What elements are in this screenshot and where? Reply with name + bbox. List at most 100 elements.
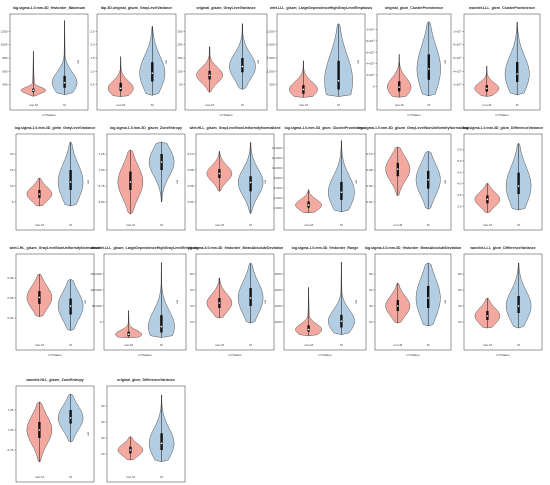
x-tick-label: M [516,103,519,107]
x-tick-label: M [337,103,340,107]
x-tick-label: M [151,103,154,107]
x-axis-label: mTStatus [219,113,233,117]
y-tick-label: 200 [177,43,182,47]
y-tick-label: 2×10⁵ [366,73,375,77]
panel-title: log.sigma.4.0.mm.3D_firstorder_MeanAbsol… [365,246,461,250]
median-point [218,172,221,175]
y-tick-label: 800 [2,56,7,60]
violin-panel-12: log.sigma.1.0.mm.3D_glcm_DifferenceVaria… [443,126,544,231]
x-tick-label: non-M [304,223,313,227]
x-tick-label: M [517,223,520,227]
x-tick-label: M [249,343,252,347]
iqr-box [69,170,72,190]
y-tick-label: 0.5 [90,83,95,87]
median-point [486,198,489,201]
violin-panel-17: log.sigma.4.0.mm.3D_firstorder_MeanAbsol… [354,246,461,357]
y-tick-label: 4×10⁵ [453,69,462,73]
y-tick-label: 400 [2,83,7,87]
panel-title: log.sigma.1.0.mm.3D_firstorder_Maximum [13,6,85,10]
median-point [427,178,430,181]
y-tick-label: 40 [190,304,194,308]
median-point [32,89,35,92]
median-point [486,87,488,90]
iqr-box [337,60,340,90]
y-tick-label: 20 [190,320,194,324]
y-tick-label: 1,000 [267,69,275,73]
y-axis-label: val [76,60,80,64]
median-point [428,68,430,70]
plot-frame [106,385,186,483]
violin-panel-15: log.sigma.3.0.mm.3D_firstorder_MeanAbsol… [175,246,283,357]
y-tick-label: 0.06 [366,184,372,188]
y-tick-label: 1500 [275,304,282,308]
median-point [208,74,211,76]
y-tick-label: 0.10 [187,152,193,156]
plot-frame [15,253,95,351]
plot-frame [9,13,89,111]
median-point [302,88,305,91]
violin-panel-20: original_glcm_DifferenceVariance 10 20 30 40… [86,378,186,483]
plot-frame [376,13,452,111]
x-axis-label: mTStatus [42,113,56,117]
iqr-box [249,176,252,192]
y-axis-label: val [263,180,267,184]
plot-frame [374,133,452,231]
y-tick-label: 50 [179,83,183,87]
violin-panel-16: log.sigma.1.0.mm.3D_firstorder_Range 1000… [263,246,367,357]
panel-title: log.sigma.1.0.mm.3D_glcm_DifferenceVaria… [463,126,544,130]
x-tick-label: M [428,103,431,107]
plot-frame [106,133,186,231]
iqr-box [241,58,244,73]
x-tick-label: non-M [483,343,492,347]
y-tick-label: 1.0 [90,69,95,73]
y-tick-label: 2000 [275,288,282,292]
median-point [127,333,130,336]
median-point [249,297,252,299]
panel-title: wlet.LLL_glszm_LargeDependenceHighGrayLe… [269,6,372,10]
y-tick-label: 6.75 [98,184,104,188]
median-point [129,181,132,183]
iqr-box [516,62,519,82]
panel-title: log.sigma.1.0.mm.3D_firstorder_Range [292,246,359,250]
plot-frame [463,133,543,231]
x-tick-label: non-M [299,103,308,107]
median-point [340,320,343,322]
y-tick-label: 0.08 [366,168,372,172]
x-tick-label: non-M [215,223,224,227]
violin-panel-8: log.sigma.1.0.mm.3D_glszm_ZoneEntropy 6.5… [86,126,186,231]
y-tick-label: 20 [369,320,373,324]
y-tick-label: 0.04 [366,200,372,204]
x-tick-label: M [63,103,66,107]
plot-frame [283,253,367,351]
y-tick-label: 4×10⁵ [366,62,375,66]
median-point [38,429,41,431]
y-tick-label: 6,000 [274,186,282,190]
x-tick-label: non-M [395,103,404,107]
x-tick-label: non-M [215,343,224,347]
y-tick-label: 14,000 [272,146,282,150]
plot-frame [463,253,543,351]
violin-panel-4: wlet.LLL_glszm_LargeDependenceHighGrayLe… [256,6,372,111]
x-tick-label: M [160,475,163,479]
y-axis-label: val [354,300,358,304]
median-point [517,305,520,307]
x-tick-label: M [69,223,72,227]
y-tick-label: 5.0 [457,159,462,163]
y-axis-label: val [86,180,90,184]
median-point [38,296,41,299]
y-tick-label: 0.06 [187,184,193,188]
plot-frame [195,253,275,351]
y-tick-label: 6×10⁵ [453,56,462,60]
x-axis-label: mTStatus [496,353,510,357]
y-tick-label: 6.50 [98,200,104,204]
y-axis-label: val [175,300,179,304]
y-tick-label: 7.00 [7,428,13,432]
plot-frame [103,253,187,351]
median-point [69,181,72,183]
median-point [398,86,401,88]
y-tick-label: 20 [101,436,105,440]
y-tick-label: 8×10⁵ [453,43,462,47]
x-tick-label: M [160,223,163,227]
y-tick-label: 20 [10,152,14,156]
